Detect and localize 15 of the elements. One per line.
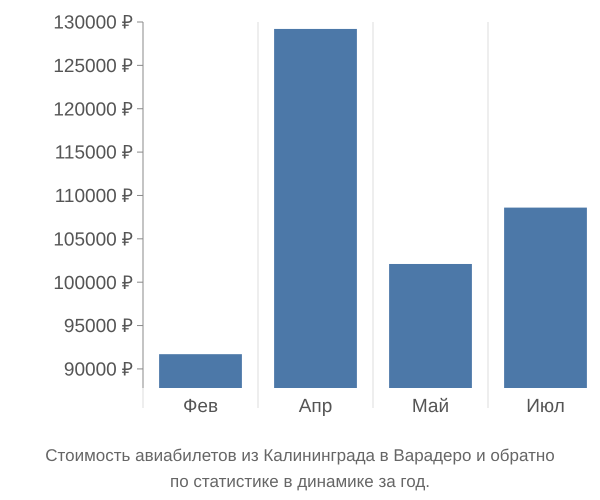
y-tick-label: 95000 ₽ <box>64 316 133 338</box>
y-tick-label: 100000 ₽ <box>53 272 133 294</box>
y-tick-label: 110000 ₽ <box>54 186 133 208</box>
x-tick-label: Фев <box>182 396 218 417</box>
y-tick-label: 105000 ₽ <box>53 229 133 250</box>
text: Стоимость авиабилетов из Калининграда в Варадеро и обратно <box>45 446 555 465</box>
y-tick-label: 120000 ₽ <box>53 99 133 120</box>
y-tick-label: 115000 ₽ <box>54 142 133 164</box>
y-tick-label: 125000 ₽ <box>53 56 133 78</box>
x-tick-label: Апр <box>298 396 332 417</box>
y-tick-label: 90000 ₽ <box>64 360 133 381</box>
y-tick-label: 130000 ₽ <box>53 12 133 34</box>
text: по статистике в динамике за год. <box>170 472 430 491</box>
x-tick-label: Май <box>412 396 450 417</box>
x-tick-label: Июл <box>526 396 565 417</box>
